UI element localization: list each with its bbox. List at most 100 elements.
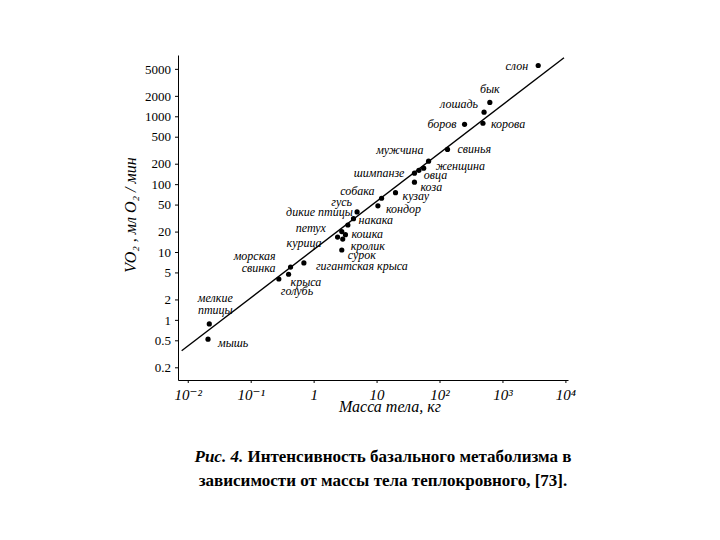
y-axis: 0.2 0.5 1 2 5 10 20 50 100 200 500 1000 2000 5000 xyxy=(145,56,179,381)
x-tick-mark xyxy=(251,380,252,383)
y-tick-label: 2000 xyxy=(145,89,171,104)
y-axis-title: VO₂ , мл O₂ / мин xyxy=(122,157,139,272)
x-tick-mark xyxy=(314,380,315,383)
data-point xyxy=(462,122,467,127)
data-point xyxy=(412,180,417,185)
point-label: гигантская крыса xyxy=(316,259,408,273)
y-tick: 100 xyxy=(152,177,179,192)
x-tick-mark xyxy=(502,380,503,383)
y-tick: 2000 xyxy=(145,89,178,104)
y-tick: 2 xyxy=(165,292,179,307)
y-tick: 50 xyxy=(158,197,178,212)
y-tick-mark xyxy=(175,367,178,368)
y-tick-label: 1 xyxy=(165,313,172,328)
caption-label: Рис. 4. xyxy=(194,447,244,466)
x-tick: 10⁻¹ xyxy=(237,380,265,403)
y-tick-label: 200 xyxy=(152,156,172,171)
data-point xyxy=(343,232,348,237)
point-label: мелкиептицы xyxy=(197,291,234,317)
caption-line: Рис. 4. Интенсивность базального метабол… xyxy=(194,447,572,466)
x-tick-label: 10³ xyxy=(493,387,513,403)
y-tick-mark xyxy=(175,272,178,273)
data-point xyxy=(481,110,486,115)
y-tick-mark xyxy=(175,232,178,233)
y-tick-label: 100 xyxy=(152,177,172,192)
y-tick-mark xyxy=(175,340,178,341)
point-label: курица xyxy=(287,236,322,250)
y-tick-label: 1000 xyxy=(145,109,171,124)
x-tick-label: 10⁻¹ xyxy=(237,387,265,403)
x-tick: 10⁴ xyxy=(556,380,576,403)
x-axis-title: Масса тела, кг xyxy=(338,398,441,415)
point-labels: слонбыклошадькороваборовсвиньямужчинажен… xyxy=(197,59,528,351)
y-tick-label: 0.5 xyxy=(155,333,171,348)
point-label: лошадь xyxy=(439,97,479,111)
x-tick-label: 10⁴ xyxy=(556,387,576,403)
data-point xyxy=(301,260,306,265)
y-tick-label: 2 xyxy=(165,292,172,307)
point-label: бык xyxy=(480,82,500,96)
y-tick-mark xyxy=(175,96,178,97)
y-tick-mark xyxy=(175,184,178,185)
data-point xyxy=(536,63,541,68)
y-tick-mark xyxy=(175,320,178,321)
y-tick-label: 5000 xyxy=(145,62,171,77)
point-label: корова xyxy=(491,117,525,131)
y-tick-label: 50 xyxy=(158,197,171,212)
y-tick-label: 20 xyxy=(158,224,171,239)
x-tick: 10³ xyxy=(493,380,513,403)
data-point xyxy=(339,247,344,252)
x-axis-line xyxy=(179,380,569,381)
x-tick-mark xyxy=(565,380,566,383)
point-label: голубь xyxy=(281,284,314,298)
x-tick: 10⁻² xyxy=(175,380,203,403)
y-tick-mark xyxy=(175,252,178,253)
data-point xyxy=(375,203,380,208)
caption: Рис. 4. Интенсивность базального метабол… xyxy=(194,447,572,490)
y-tick: 500 xyxy=(152,129,179,144)
point-label: накака xyxy=(359,213,394,227)
fit-line xyxy=(182,58,564,351)
x-tick-label: 10⁻² xyxy=(175,387,203,403)
y-tick: 0.5 xyxy=(155,333,178,348)
point-label: морскаясвинка xyxy=(233,249,276,275)
point-label: мышь xyxy=(217,336,249,350)
y-tick-label: 10 xyxy=(158,245,171,260)
x-tick-mark xyxy=(188,380,189,383)
point-label: слон xyxy=(506,59,529,73)
y-tick-mark xyxy=(175,205,178,206)
y-tick: 0.2 xyxy=(155,360,178,375)
y-tick-mark xyxy=(175,69,178,70)
data-point xyxy=(205,337,210,342)
y-tick: 1 xyxy=(165,313,179,328)
x-tick-mark xyxy=(440,380,441,383)
data-point xyxy=(340,236,345,241)
y-tick-mark xyxy=(175,164,178,165)
caption-line: зависимости от массы тела теплокровного,… xyxy=(199,471,567,490)
y-tick-label: 0.2 xyxy=(155,360,171,375)
y-tick: 200 xyxy=(152,156,179,171)
chart: 10⁻²10⁻¹11010²10³10⁴0.20.512510205010020… xyxy=(0,0,720,540)
y-tick: 10 xyxy=(158,245,178,260)
data-point xyxy=(207,321,212,326)
data-point xyxy=(335,234,340,239)
point-label: дикие птицы xyxy=(286,205,353,219)
y-tick: 5 xyxy=(165,265,179,280)
y-tick-mark xyxy=(175,137,178,138)
data-point xyxy=(487,100,492,105)
y-tick-label: 500 xyxy=(152,129,172,144)
data-point xyxy=(393,190,398,195)
caption-text: Интенсивность базального метаболизма в xyxy=(247,447,571,466)
point-label: мужчина xyxy=(375,143,423,157)
y-tick-mark xyxy=(175,299,178,300)
y-tick-mark xyxy=(175,116,178,117)
x-tick-mark xyxy=(377,380,378,383)
y-tick: 5000 xyxy=(145,62,178,77)
y-tick-label: 5 xyxy=(165,265,172,280)
point-label: боров xyxy=(427,117,456,131)
point-label: петух xyxy=(296,221,327,235)
x-tick-label: 1 xyxy=(310,387,318,403)
point-label: кузау xyxy=(403,189,430,203)
point-label: шимпанзе xyxy=(354,166,405,180)
y-tick: 1000 xyxy=(145,109,178,124)
